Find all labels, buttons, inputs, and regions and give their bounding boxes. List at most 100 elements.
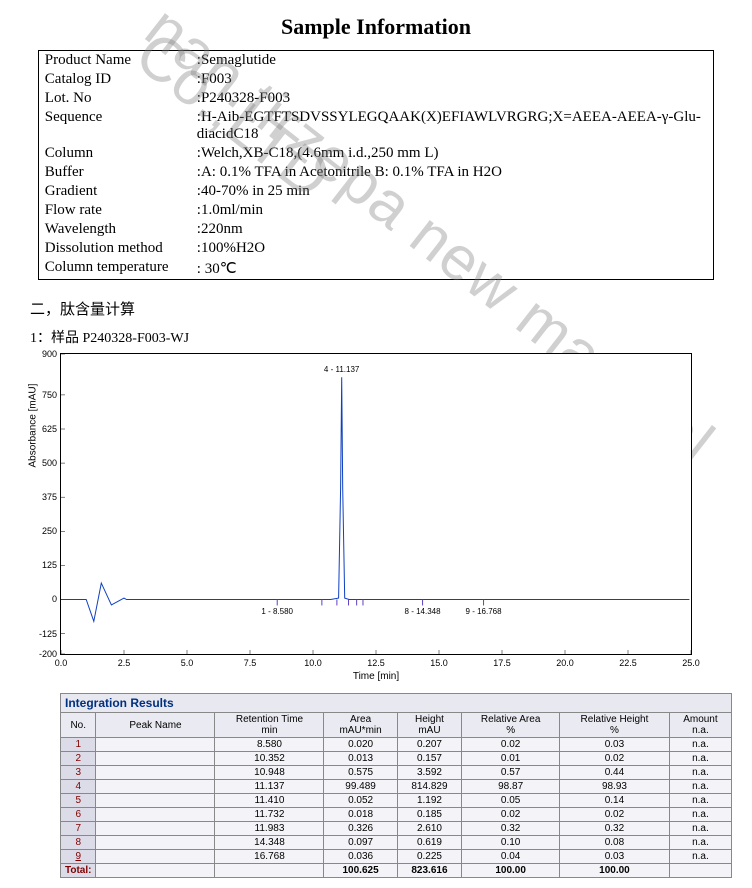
integ-cell: 0.619 — [397, 836, 462, 850]
integ-total-cell — [669, 864, 731, 878]
peak-label: 8 - 14.348 — [405, 607, 441, 616]
info-value: :Welch,XB-C18,(4.6mm i.d.,250 mm L) — [191, 144, 714, 163]
peak-label: 4 - 11.137 — [324, 365, 359, 374]
integ-cell: n.a. — [669, 752, 731, 766]
integ-cell: 8.580 — [215, 738, 324, 752]
x-tick: 22.5 — [619, 658, 637, 668]
integ-total-cell — [215, 864, 324, 878]
x-tick: 7.5 — [244, 658, 257, 668]
integ-col-header: HeightmAU — [397, 713, 462, 738]
y-tick: 375 — [35, 492, 57, 502]
integ-cell: 9 — [61, 850, 96, 864]
integration-title: Integration Results — [60, 693, 732, 712]
integ-cell: 5 — [61, 794, 96, 808]
integ-cell: 10.352 — [215, 752, 324, 766]
y-tick: 750 — [35, 390, 57, 400]
info-value: : 30℃ — [191, 258, 714, 280]
integ-cell: 0.08 — [560, 836, 670, 850]
integ-cell: 0.185 — [397, 808, 462, 822]
integ-cell: n.a. — [669, 808, 731, 822]
info-label: Dissolution method — [38, 239, 191, 258]
x-tick: 2.5 — [118, 658, 131, 668]
integ-cell: 11.983 — [215, 822, 324, 836]
integ-cell: 0.14 — [560, 794, 670, 808]
y-tick: 500 — [35, 458, 57, 468]
integ-cell: n.a. — [669, 850, 731, 864]
info-label: Product Name — [38, 51, 191, 71]
integ-cell: 98.93 — [560, 780, 670, 794]
info-label: Gradient — [38, 182, 191, 201]
info-label: Column — [38, 144, 191, 163]
integ-cell: 8 — [61, 836, 96, 850]
y-tick: 250 — [35, 526, 57, 536]
info-value: :1.0ml/min — [191, 201, 714, 220]
integ-cell: n.a. — [669, 738, 731, 752]
integ-cell: 814.829 — [397, 780, 462, 794]
integ-cell: 0.32 — [462, 822, 560, 836]
x-tick: 25.0 — [682, 658, 700, 668]
integ-cell: 2.610 — [397, 822, 462, 836]
integ-cell: 0.575 — [324, 766, 397, 780]
integ-cell: 0.05 — [462, 794, 560, 808]
integ-cell: 0.207 — [397, 738, 462, 752]
info-label: Sequence — [38, 108, 191, 144]
section-header: 二，肽含量计算 — [30, 298, 732, 319]
integ-col-header: Relative Area% — [462, 713, 560, 738]
info-value: :A: 0.1% TFA in Acetonitrile B: 0.1% TFA… — [191, 163, 714, 182]
info-value: :100%H2O — [191, 239, 714, 258]
integration-results: Integration Results No.Peak NameRetentio… — [60, 693, 732, 878]
integ-cell — [96, 850, 215, 864]
y-tick: -200 — [35, 649, 57, 659]
info-label: Catalog ID — [38, 70, 191, 89]
integ-cell: n.a. — [669, 836, 731, 850]
integ-cell: 0.32 — [560, 822, 670, 836]
integ-cell: 0.02 — [560, 808, 670, 822]
integ-cell: 16.768 — [215, 850, 324, 864]
integ-cell: n.a. — [669, 822, 731, 836]
peak-label: 1 - 8.580 — [261, 607, 293, 616]
integration-table: No.Peak NameRetention TimeminAreamAU*min… — [60, 712, 732, 878]
info-value: :220nm — [191, 220, 714, 239]
info-value: :F003 — [191, 70, 714, 89]
integ-cell — [96, 766, 215, 780]
plot-svg — [61, 354, 691, 654]
integ-total-cell: 100.625 — [324, 864, 397, 878]
integ-cell: 0.57 — [462, 766, 560, 780]
integ-cell: 11.732 — [215, 808, 324, 822]
integ-cell: 0.052 — [324, 794, 397, 808]
integ-cell: 0.326 — [324, 822, 397, 836]
integ-cell: 0.04 — [462, 850, 560, 864]
info-label: Column temperature — [38, 258, 191, 280]
x-tick: 17.5 — [493, 658, 511, 668]
info-label: Wavelength — [38, 220, 191, 239]
info-table: Product Name:SemaglutideCatalog ID:F003L… — [38, 50, 714, 280]
info-value: :H-Aib-EGTFTSDVSSYLEGQAAK(X)EFIAWLVRGRG;… — [191, 108, 714, 144]
integ-cell: n.a. — [669, 794, 731, 808]
integ-cell — [96, 822, 215, 836]
integ-cell: 0.036 — [324, 850, 397, 864]
integ-cell: 2 — [61, 752, 96, 766]
integ-cell: 0.157 — [397, 752, 462, 766]
integ-cell: 1.192 — [397, 794, 462, 808]
x-tick: 15.0 — [430, 658, 448, 668]
integ-total-cell: 100.00 — [560, 864, 670, 878]
x-tick: 5.0 — [181, 658, 194, 668]
integ-cell: n.a. — [669, 766, 731, 780]
integ-cell: 0.020 — [324, 738, 397, 752]
y-tick: 125 — [35, 560, 57, 570]
integ-cell: n.a. — [669, 780, 731, 794]
integ-cell: 1 — [61, 738, 96, 752]
integ-cell: 3 — [61, 766, 96, 780]
integ-cell: 0.10 — [462, 836, 560, 850]
page-title: Sample Information — [20, 14, 732, 40]
integ-cell — [96, 780, 215, 794]
peak-label: 9 - 16.768 — [466, 607, 502, 616]
integ-cell: 0.01 — [462, 752, 560, 766]
integ-cell: 99.489 — [324, 780, 397, 794]
integ-cell: 7 — [61, 822, 96, 836]
integ-cell — [96, 738, 215, 752]
integ-cell: 4 — [61, 780, 96, 794]
integ-col-header: Relative Height% — [560, 713, 670, 738]
y-tick: 625 — [35, 424, 57, 434]
integ-cell: 98.87 — [462, 780, 560, 794]
